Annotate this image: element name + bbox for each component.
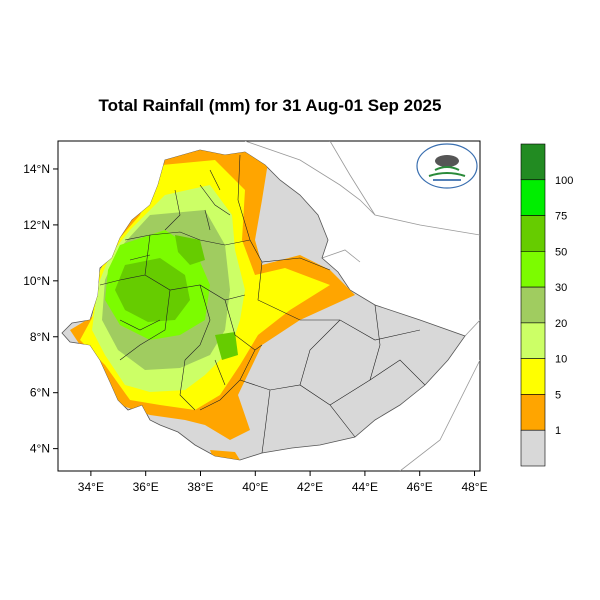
- legend-swatch: [520, 286, 546, 324]
- lat-tick-label: 12°N: [23, 218, 50, 232]
- legend-label: 75: [555, 211, 567, 223]
- lon-tick-label: 36°E: [133, 480, 159, 494]
- lon-tick-label: 40°E: [242, 480, 268, 494]
- lat-tick-label: 4°N: [30, 442, 50, 456]
- zone-midgreen-2: [175, 235, 205, 265]
- legend-swatch: [520, 251, 546, 288]
- lon-tick-label: 46°E: [407, 480, 433, 494]
- legend-swatch: [520, 394, 546, 431]
- color-legend: 1 5 10 20 30 50 75 100: [520, 143, 573, 467]
- legend-swatch: [520, 322, 546, 359]
- lat-tick-label: 6°N: [30, 386, 50, 400]
- legend-swatch: [520, 429, 546, 467]
- legend-swatch: [520, 215, 546, 252]
- legend-swatch: [520, 143, 546, 181]
- legend-label: 5: [555, 389, 561, 401]
- lat-axis: 14°N 12°N 10°N 8°N 6°N 4°N: [23, 162, 58, 456]
- legend-label: 50: [555, 246, 567, 258]
- lat-tick-label: 14°N: [23, 162, 50, 176]
- admin-borders: [99, 154, 426, 454]
- legend-swatch: [520, 358, 546, 395]
- zone-midgreen: [115, 258, 190, 322]
- legend-label: 1: [555, 425, 561, 437]
- rainfall-zones: [70, 150, 355, 460]
- legend-label: 100: [555, 175, 573, 187]
- map-title: Total Rainfall (mm) for 31 Aug-01 Sep 20…: [98, 96, 442, 115]
- lon-tick-label: 34°E: [78, 480, 104, 494]
- lon-tick-label: 42°E: [297, 480, 323, 494]
- lon-tick-label: 48°E: [461, 480, 487, 494]
- legend-label: 30: [555, 282, 567, 294]
- legend-label: 20: [555, 318, 567, 330]
- lat-tick-label: 8°N: [30, 330, 50, 344]
- zone-midgreen-3: [215, 332, 238, 360]
- lon-tick-label: 44°E: [352, 480, 378, 494]
- neighbor-borders: [244, 141, 480, 471]
- legend-swatch: [520, 179, 546, 216]
- legend-label: 10: [555, 354, 567, 366]
- agency-logo-icon: [416, 143, 478, 189]
- lon-axis: 34°E 36°E 38°E 40°E 42°E 44°E 46°E 48°E: [78, 471, 488, 494]
- lat-tick-label: 10°N: [23, 274, 50, 288]
- lon-tick-label: 38°E: [187, 480, 213, 494]
